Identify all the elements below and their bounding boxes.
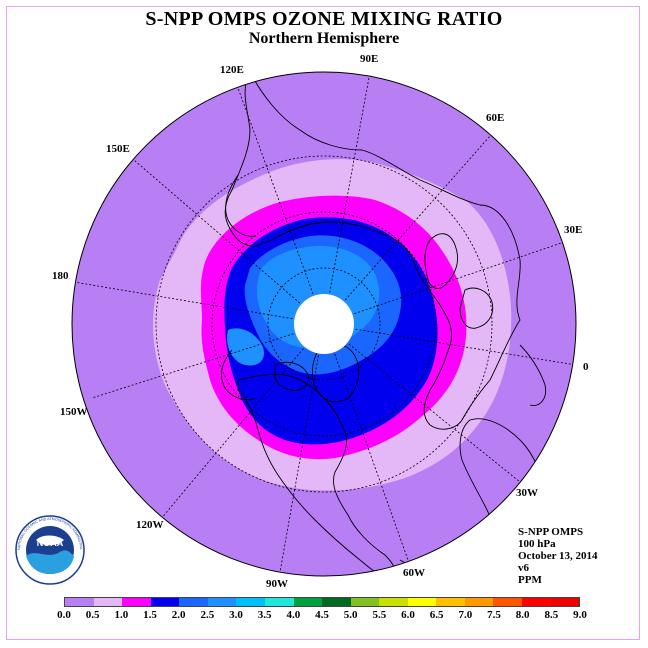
lon-label-90e: 90E [360,53,378,65]
legend-swatch [207,598,237,606]
legend-tick-label: 5.0 [343,609,358,621]
lon-label-150w: 150W [60,406,88,418]
noaa-logo: NOAA NATIONAL OCEANIC AND ATMOSPHERIC AD… [0,0,85,585]
lon-label-60w: 60W [403,567,425,579]
legend-tick-label: 0.0 [57,609,71,621]
info-date: October 13, 2014 [518,550,598,562]
legend-tick-label: 3.0 [229,609,243,621]
legend-swatch [179,598,208,606]
legend-swatch [322,598,351,606]
lon-label-30e: 30E [564,224,582,236]
lon-label-180: 180 [52,270,69,282]
info-units: PPM [518,574,542,586]
legend-tick-label: 6.5 [429,609,444,621]
legend-tick-label: 3.5 [257,609,272,621]
legend-tick-label: 7.0 [458,609,473,621]
legend-swatch [350,598,380,606]
legend-swatch [550,598,580,606]
map-boundary [71,71,577,577]
legend-tick-label: 0.5 [85,609,100,621]
lon-label-120w: 120W [136,519,164,531]
noaa-logo-text: NOAA [37,538,64,548]
legend-tick-label: 8.0 [515,609,530,621]
legend-swatch [93,598,123,606]
legend-swatch [522,598,551,606]
legend-tick-label: 7.5 [487,609,501,621]
legend-swatch [493,598,522,606]
legend-tick-label: 6.0 [401,609,415,621]
legend-tick-label: 2.0 [171,609,186,621]
legend-tick-label: 2.5 [200,609,215,621]
legend-swatch [407,598,437,606]
legend-tick-label: 8.5 [544,609,559,621]
legend-tick-label: 1.0 [114,609,129,621]
legend-tick-label: 9.0 [573,609,587,621]
color-legend-bar [64,597,580,607]
legend-tick-label: 4.5 [315,609,329,621]
info-instrument: S-NPP OMPS [518,526,584,538]
lon-label-0: 0 [583,361,589,373]
legend-swatch [464,598,494,606]
map-title: S-NPP OMPS OZONE MIXING RATIO [145,8,503,30]
info-level: 100 hPa [518,538,556,550]
legend-swatch [150,598,180,606]
page-frame [6,6,640,640]
meridian-lines [73,72,576,573]
polar-data-gap [294,294,354,354]
legend-swatch [293,598,323,606]
coastlines [221,72,549,576]
map-subtitle: Northern Hemisphere [248,30,400,47]
legend-tick-label: 5.5 [372,609,387,621]
legend-swatch [65,598,94,606]
legend-swatch [122,598,151,606]
lon-label-60e: 60E [486,112,504,124]
legend-tick-label: 1.5 [143,609,157,621]
noaa-logo-ring-text: NATIONAL OCEANIC AND ATMOSPHERIC ADMINIS… [0,0,83,550]
lon-label-30w: 30W [516,487,538,499]
legend-swatch [236,598,265,606]
lon-label-120e: 120E [220,64,244,76]
info-version: v6 [518,562,529,574]
lon-label-90w: 90W [266,578,288,590]
lon-label-150e: 150E [106,143,130,155]
legend-swatch [436,598,465,606]
legend-swatch [379,598,408,606]
latitude-circles [155,155,493,493]
legend-tick-label: 4.0 [286,609,301,621]
legend-swatch [264,598,294,606]
